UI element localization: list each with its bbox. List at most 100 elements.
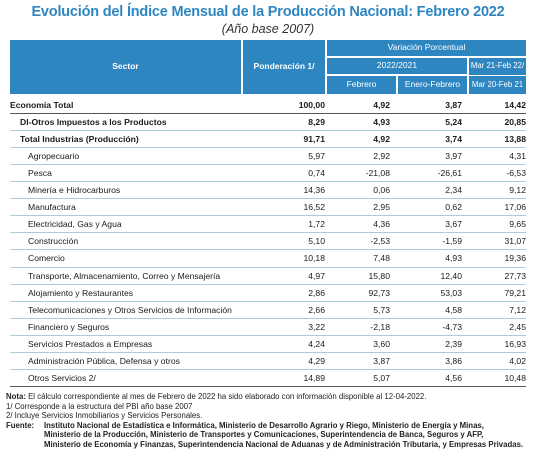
cell-enefeb: 3,74 (445, 133, 462, 144)
row-divider (10, 334, 526, 336)
header-variacion-label: Variación Porcentual (387, 42, 466, 53)
sector-name: Telecomunicaciones y Otros Servicios de … (28, 304, 232, 315)
cell-feb: 5,73 (373, 304, 390, 315)
sector-name: Economía Total (10, 99, 74, 110)
table-row: Otros Servicios 2/14,89 5,07 4,56 10,48 (10, 370, 526, 387)
note-2: 2/ Incluye Servicios Inmobiliarios y Ser… (6, 411, 203, 421)
header-enero-febrero: Enero-Febrero (398, 76, 467, 94)
cell-enefeb: 3,67 (445, 219, 462, 230)
sector-name: Administración Pública, Defensa y otros (28, 356, 180, 366)
cell-feb: -2,53 (370, 236, 390, 247)
cell-feb: 92,73 (368, 287, 390, 298)
cell-feb: 3,87 (373, 356, 390, 366)
cell-last12: 20,85 (504, 116, 526, 127)
cell-pond: 16,52 (303, 202, 325, 213)
row-divider (10, 352, 526, 353)
row-divider (10, 112, 526, 114)
sector-name: Alojamiento y Restaurantes (28, 287, 134, 298)
table-row: Comercio 10,18 7,48 4,93 19,36 (10, 250, 526, 267)
cell-feb: 5,07 (373, 373, 390, 384)
row-divider (10, 198, 526, 200)
table-row: Administración Pública, Defensa y otros 4… (10, 353, 526, 370)
cell-last12: 4,02 (509, 356, 526, 366)
cell-pond: 4,29 (308, 356, 325, 366)
row-divider (10, 369, 526, 371)
header-period-label: 2022/2021 (376, 60, 418, 71)
cell-last12: 17,06 (504, 202, 526, 213)
sector-name: Servicios Prestados a Empresas (28, 338, 153, 349)
sector-name: Transporte, Almacenamiento, Correo y Men… (28, 270, 221, 281)
header-last12-bottom-label: Mar 20-Feb 21 (471, 79, 524, 89)
cell-pond: 5,10 (308, 236, 325, 247)
note-1: 1/ Corresponde a la estructura del PBI a… (6, 401, 193, 411)
cell-feb: 4,36 (373, 219, 390, 230)
row-divider (10, 249, 526, 251)
header-last12-top: Mar 21-Feb 22/ (469, 58, 526, 75)
table-row: Telecomunicaciones y Otros Servicios de … (10, 301, 526, 318)
header-febrero-label: Febrero (346, 79, 377, 90)
cell-pond: 3,22 (308, 321, 325, 332)
cell-feb: 4,92 (373, 133, 390, 144)
table-row: Electricidad, Gas y Agua 1,72 4,36 3,67 9,65 (10, 216, 526, 233)
cell-enefeb: 3,97 (445, 150, 462, 161)
cell-pond: 0,74 (308, 167, 325, 178)
header-ponderacion-label: Ponderación 1/ (253, 61, 315, 72)
cell-last12: 2,45 (509, 321, 526, 332)
row-divider (10, 163, 526, 165)
table-row: Economía Total 100,00 4,92 3,87 14,42 (10, 96, 526, 113)
sector-name: Construcción (28, 236, 79, 247)
cell-feb: 4,92 (373, 99, 390, 110)
row-divider (10, 129, 526, 131)
sector-name: Minería e Hidrocarburos (28, 185, 121, 195)
cell-pond: 5,97 (308, 150, 325, 161)
cell-feb: 2,95 (373, 202, 390, 213)
table-row: Manufactura 16,52 2,95 0,62 17,06 (10, 199, 526, 216)
sector-name: Total Industrias (Producción) (20, 133, 139, 144)
cell-enefeb: 4,58 (445, 304, 462, 315)
cell-last12: 10,48 (504, 373, 526, 384)
cell-last12: 9,65 (509, 219, 526, 230)
nota-text: El cálculo correspondiente al mes de Feb… (28, 392, 427, 401)
row-divider (10, 146, 526, 148)
cell-enefeb: 3,87 (445, 99, 462, 110)
cell-enefeb: 12,40 (440, 270, 462, 281)
cell-enefeb: 53,03 (440, 287, 462, 298)
cell-last12: 9,12 (509, 185, 526, 195)
fuente-text: Instituto Nacional de Estadística e Info… (44, 421, 523, 450)
sector-name: Comercio (28, 253, 65, 264)
table-row: Total Industrias (Producción) 91,71 4,92 3,… (10, 130, 526, 147)
cell-last12: 4,31 (509, 150, 526, 161)
cell-last12: 14,42 (504, 99, 526, 110)
cell-last12: 19,36 (504, 253, 526, 264)
cell-pond: 1,72 (308, 219, 325, 230)
cell-pond: 14,89 (303, 373, 325, 384)
table-row: Minería e Hidrocarburos 14,36 0,06 2,34 9,12 (10, 182, 526, 199)
row-divider (10, 181, 526, 182)
cell-last12: 31,07 (504, 236, 526, 247)
cell-pond: 91,71 (303, 133, 325, 144)
table-row: Financiero y Seguros 3,22 -2,18 -4,73 2,45 (10, 318, 526, 335)
fuente: Fuente: Instituto Nacional de Estadístic… (6, 421, 530, 450)
cell-enefeb: -26,61 (437, 167, 462, 178)
cell-pond: 10,18 (303, 253, 325, 264)
header-ponderacion: Ponderación 1/ (243, 40, 325, 94)
cell-feb: -21,08 (365, 167, 390, 178)
table-row: DI-Otros Impuestos a los Productos 8,29 4,… (10, 113, 526, 130)
cell-enefeb: 2,39 (445, 338, 462, 349)
row-divider (10, 300, 526, 302)
cell-feb: 7,48 (373, 253, 390, 264)
note-main: Nota: El cálculo correspondiente al mes … (6, 392, 530, 402)
cell-feb: 3,60 (373, 338, 390, 349)
cell-enefeb: 3,86 (445, 356, 462, 366)
cell-pond: 8,29 (308, 116, 325, 127)
cell-feb: 15,80 (368, 270, 390, 281)
header-last12-bottom: Mar 20-Feb 21 (469, 76, 526, 94)
row-divider (10, 283, 526, 285)
report-title: Evolución del Índice Mensual de la Produ… (31, 4, 505, 20)
sector-name: DI-Otros Impuestos a los Productos (20, 116, 167, 127)
header-variacion: Variación Porcentual (327, 40, 526, 56)
header-febrero: Febrero (327, 76, 396, 94)
notes-section: Nota: El cálculo correspondiente al mes … (6, 392, 530, 450)
sector-name: Agropecuario (28, 150, 80, 161)
cell-enefeb: 5,24 (445, 116, 462, 127)
